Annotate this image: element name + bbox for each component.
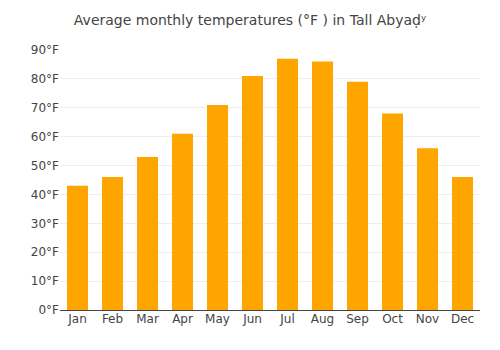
svg-text:80°F: 80°F (31, 72, 59, 86)
svg-text:10°F: 10°F (31, 274, 59, 288)
svg-text:60°F: 60°F (31, 130, 59, 144)
svg-text:40°F: 40°F (31, 188, 59, 202)
svg-text:50°F: 50°F (31, 159, 59, 173)
svg-text:Oct: Oct (382, 312, 403, 326)
svg-text:Mar: Mar (136, 312, 159, 326)
svg-text:Sep: Sep (346, 312, 369, 326)
svg-text:May: May (205, 312, 230, 326)
svg-text:70°F: 70°F (31, 101, 59, 115)
svg-text:Apr: Apr (172, 312, 193, 326)
svg-text:Average monthly temperatures (: Average monthly temperatures (°F ) in Ta… (74, 12, 426, 28)
svg-text:Nov: Nov (416, 312, 439, 326)
svg-text:Dec: Dec (451, 312, 474, 326)
svg-text:Feb: Feb (102, 312, 123, 326)
svg-text:Jun: Jun (242, 312, 262, 326)
svg-text:30°F: 30°F (31, 217, 59, 231)
svg-text:Jul: Jul (279, 312, 294, 326)
svg-text:90°F: 90°F (31, 43, 59, 57)
svg-text:20°F: 20°F (31, 245, 59, 259)
svg-text:Aug: Aug (311, 312, 334, 326)
svg-text:0°F: 0°F (38, 303, 59, 317)
svg-text:Jan: Jan (67, 312, 87, 326)
